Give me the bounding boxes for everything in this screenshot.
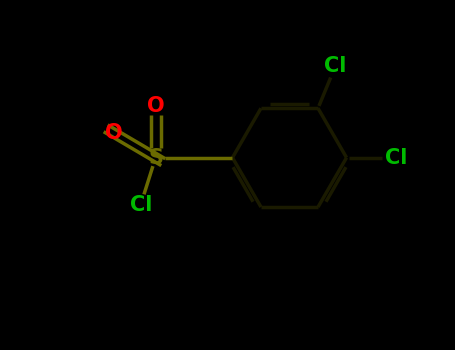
Text: Cl: Cl [385, 148, 407, 168]
Text: S: S [148, 148, 163, 168]
Text: O: O [147, 96, 164, 116]
Text: O: O [105, 123, 122, 143]
Text: Cl: Cl [130, 195, 152, 215]
Text: Cl: Cl [324, 56, 347, 76]
